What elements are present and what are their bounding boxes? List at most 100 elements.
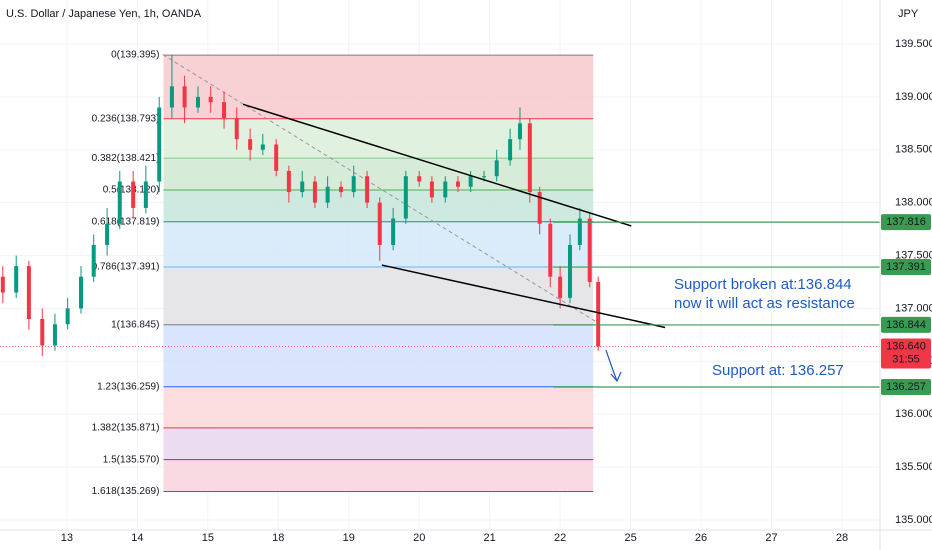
y-tick-label: 137.500 xyxy=(895,249,932,261)
candle-body xyxy=(143,181,148,208)
plot xyxy=(0,54,880,388)
fib-label: 1.382(135.871) xyxy=(92,422,160,433)
y-tick-label: 138.500 xyxy=(895,144,932,156)
candle-body xyxy=(26,266,31,319)
candle-body xyxy=(0,276,5,293)
candle-body xyxy=(131,181,136,208)
y-tick-label: 136.000 xyxy=(895,408,932,420)
candle-body xyxy=(417,176,422,182)
candle-body xyxy=(558,276,563,298)
candle-body xyxy=(587,218,592,282)
candle-body xyxy=(443,181,448,198)
annotation: Support broken at:136.844 xyxy=(674,276,852,293)
fib-label: 1.5(135.570) xyxy=(103,454,160,465)
candle-body xyxy=(351,176,356,193)
candle-body xyxy=(527,123,532,193)
countdown: 31:55 xyxy=(892,353,920,365)
candle-body xyxy=(195,96,200,108)
price-label-box xyxy=(881,259,931,276)
candle-body xyxy=(482,176,487,178)
candle-body xyxy=(65,308,70,325)
y-tick-label: 139.500 xyxy=(895,38,932,50)
fib-retracement: 0(139.395) 0.236(138.793) 0.382(138.421) 0.… xyxy=(92,50,594,497)
candle-body xyxy=(365,176,370,203)
candle-body xyxy=(91,244,96,277)
candle-body xyxy=(548,223,553,277)
x-tick-label: 19 xyxy=(343,532,355,544)
x-tick-label: 25 xyxy=(624,532,636,544)
price-label: 136.844 xyxy=(886,319,926,331)
price-label: 136.257 xyxy=(886,381,926,393)
arrow xyxy=(605,349,622,383)
candle-body xyxy=(517,123,522,140)
candle-body xyxy=(286,170,291,193)
candle-body xyxy=(300,181,305,193)
fib-label: 0.382(138.421) xyxy=(92,153,160,164)
fib-zone xyxy=(163,55,594,119)
candle-body xyxy=(455,181,460,187)
candle-body xyxy=(260,144,265,150)
fib-trend-line xyxy=(162,54,598,323)
x-tick-label: 27 xyxy=(765,532,777,544)
x-tick-label: 13 xyxy=(61,532,73,544)
y-tick-label: 135.000 xyxy=(895,514,932,526)
y-tick-label: 137.000 xyxy=(895,302,932,314)
candle-body xyxy=(105,223,110,245)
candle-body xyxy=(248,139,253,150)
candle-body xyxy=(182,86,187,108)
fib-zone xyxy=(163,459,594,492)
candle-body xyxy=(157,107,162,182)
x-tick-label: 15 xyxy=(202,532,214,544)
candle-body xyxy=(508,139,513,161)
candle-body xyxy=(274,144,279,171)
fib-label: 1.23(136.259) xyxy=(97,381,159,392)
candle-body xyxy=(312,181,317,203)
candle-body xyxy=(429,181,434,198)
x-tick-label: 22 xyxy=(554,532,566,544)
y-tick-label: 138.000 xyxy=(895,197,932,209)
x-tick-label: 26 xyxy=(695,532,707,544)
last-price: 136.640 xyxy=(886,340,926,352)
candle-body xyxy=(52,324,57,346)
candle-body xyxy=(14,266,19,293)
price-label: 137.816 xyxy=(886,216,926,228)
fib-label: 0.786(137.391) xyxy=(92,262,160,273)
fib-zone xyxy=(163,386,594,428)
price-label: 137.391 xyxy=(886,261,926,273)
price-label-box xyxy=(881,379,931,396)
fib-zone xyxy=(163,324,594,387)
x-tick-label: 14 xyxy=(131,532,143,544)
candle-body xyxy=(339,186,344,193)
x-tick-label: 18 xyxy=(272,532,284,544)
fib-label: 0.5(138.120) xyxy=(103,185,160,196)
candle-body xyxy=(596,281,601,347)
x-tick-label: 20 xyxy=(413,532,425,544)
fib-zone xyxy=(163,427,594,460)
candle-body xyxy=(537,192,542,224)
annotation: now it will act as resistance xyxy=(674,295,855,312)
fib-label: 1.618(135.269) xyxy=(92,486,160,497)
chart-title: U.S. Dollar / Japanese Yen, 1h, OANDA xyxy=(6,8,202,20)
candle-body xyxy=(391,218,396,245)
trend-line xyxy=(381,264,666,329)
x-tick-label: 21 xyxy=(484,532,496,544)
candle-body xyxy=(567,244,572,298)
y-tick-label: 139.000 xyxy=(895,91,932,103)
x-tick-label: 28 xyxy=(836,532,848,544)
last-price-box xyxy=(881,338,931,369)
candle-body xyxy=(377,202,382,245)
candle-body xyxy=(117,181,122,224)
price-label-box xyxy=(881,214,931,231)
candle-body xyxy=(577,218,582,245)
candle-body xyxy=(325,186,330,203)
candle-body xyxy=(169,86,174,108)
candle-body xyxy=(234,118,239,140)
fib-label: 0.618(137.819) xyxy=(92,216,160,227)
y-tick-label: 135.500 xyxy=(895,461,932,473)
candle-body xyxy=(222,102,227,119)
fib-label: 0.236(138.793) xyxy=(92,113,160,124)
price-label-box xyxy=(881,316,931,333)
currency: JPY xyxy=(898,8,919,20)
candle-body xyxy=(468,176,473,187)
